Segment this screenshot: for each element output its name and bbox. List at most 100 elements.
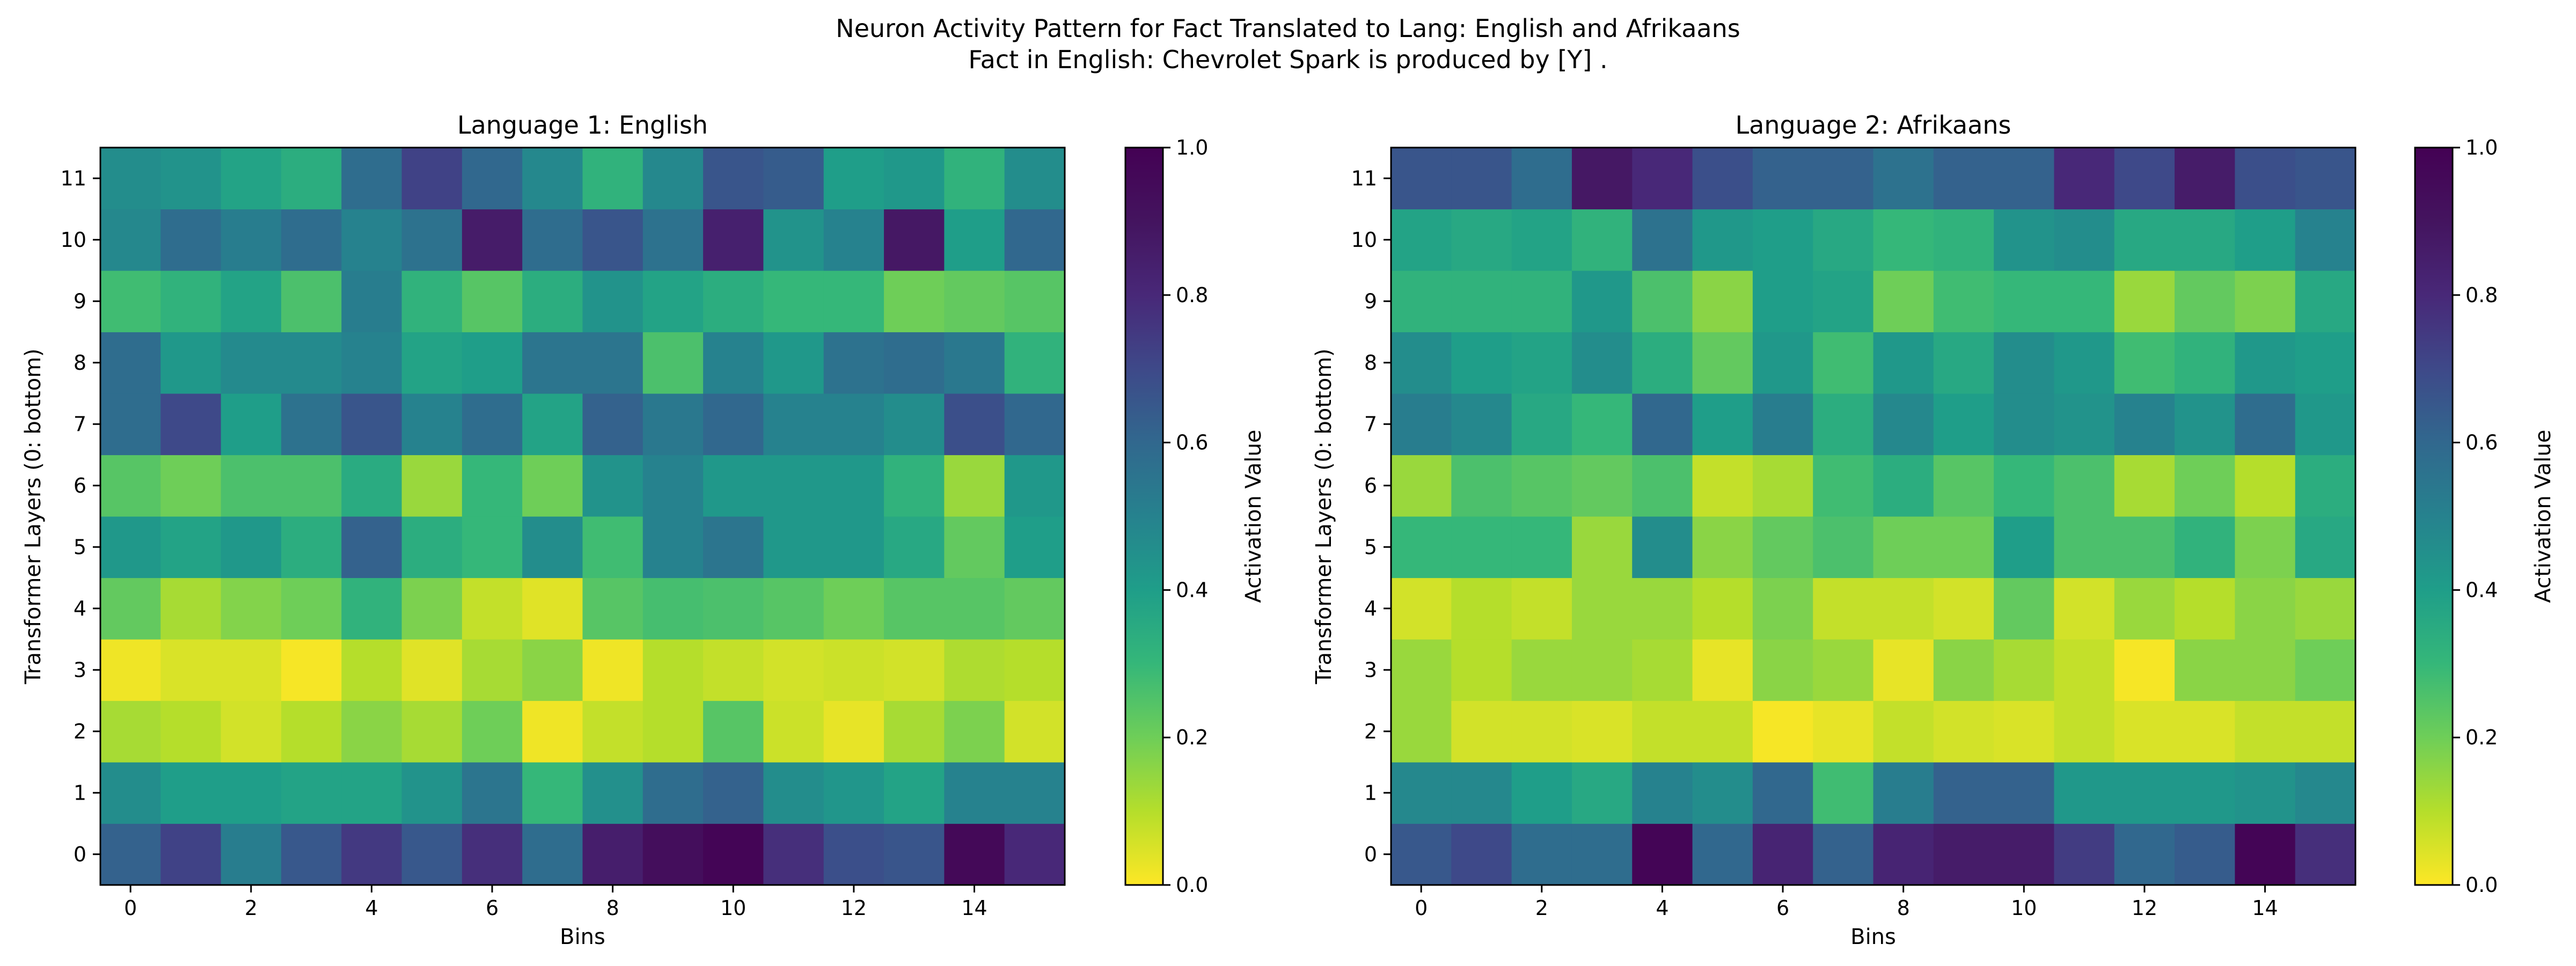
heatmap-cell: [1511, 209, 1572, 271]
heatmap-cell: [1692, 332, 1753, 394]
heatmap-cell: [2114, 823, 2175, 885]
heatmap-cell: [2114, 270, 2175, 333]
heatmap-cell: [1391, 762, 1452, 824]
heatmap-cell: [1571, 209, 1633, 271]
heatmap-cell: [823, 393, 884, 456]
heatmap-cell: [2235, 639, 2296, 701]
heatmap-cell: [763, 270, 824, 333]
heatmap-cell: [1004, 393, 1065, 456]
heatmap-cell: [221, 455, 282, 517]
x-tick-label: 6: [1776, 896, 1789, 920]
heatmap-cell: [944, 639, 1005, 701]
heatmap-cell: [221, 762, 282, 824]
heatmap-cell: [763, 700, 824, 763]
heatmap-cell: [1752, 148, 1813, 210]
heatmap-cell: [763, 762, 824, 824]
heatmap-cell: [1692, 823, 1753, 885]
heatmap-cell: [2054, 455, 2115, 517]
heatmap-cell: [160, 455, 222, 517]
heatmap-cell: [1692, 209, 1753, 271]
heatmap-cell: [1692, 270, 1753, 333]
heatmap-cell: [341, 209, 402, 271]
heatmap-cell: [160, 209, 222, 271]
heatmap-cell: [703, 577, 764, 640]
colorbar-tick-label: 0.2: [2465, 726, 2498, 749]
heatmap-cell: [522, 332, 583, 394]
plot-frame: [1390, 147, 2357, 886]
heatmap-cell: [1571, 639, 1633, 701]
heatmap-cell: [703, 700, 764, 763]
heatmap-cell: [763, 577, 824, 640]
heatmap-cell: [703, 516, 764, 579]
heatmap-cell: [2175, 393, 2235, 456]
heatmap-cell: [2295, 700, 2356, 763]
heatmap-cell: [1933, 455, 1994, 517]
heatmap-cell: [1004, 762, 1065, 824]
heatmap-cell: [642, 332, 704, 394]
colorbar-tick-label: 0.6: [2465, 431, 2498, 455]
heatmap-cell: [763, 455, 824, 517]
heatmap-cell: [281, 270, 342, 333]
y-tick-label: 1: [74, 781, 86, 804]
colorbar-tick-label: 0.2: [1176, 726, 1208, 749]
heatmap-cell: [1451, 577, 1512, 640]
heatmap-cell: [1692, 393, 1753, 456]
heatmap-cell: [522, 455, 583, 517]
heatmap-cell: [823, 332, 884, 394]
figure-title: Neuron Activity Pattern for Fact Transla…: [836, 14, 1740, 43]
heatmap-cell: [1813, 148, 1874, 210]
colorbar-label: Activation Value: [1241, 430, 1266, 603]
heatmap-cell: [1632, 270, 1693, 333]
colorbar-tick-label: 0.8: [2465, 283, 2498, 307]
x-tick-label: 8: [606, 896, 619, 920]
heatmap-cell: [944, 209, 1005, 271]
y-tick-label: 2: [1364, 720, 1377, 743]
heatmap-cell: [884, 270, 945, 333]
y-tick-label: 8: [1364, 351, 1377, 375]
heatmap-cell: [944, 577, 1005, 640]
heatmap-cell: [1571, 148, 1633, 210]
heatmap-cell: [1933, 762, 1994, 824]
panel-title: Language 2: Afrikaans: [1735, 111, 2011, 140]
heatmap-cell: [160, 148, 222, 210]
heatmap-cell: [522, 270, 583, 333]
heatmap-cell: [1571, 762, 1633, 824]
y-tick-label: 11: [1351, 166, 1377, 190]
y-tick-label: 1: [1364, 781, 1377, 804]
heatmap-cell: [341, 639, 402, 701]
heatmap-cell: [100, 270, 161, 333]
heatmap-cell: [1632, 393, 1693, 456]
heatmap-cell: [823, 209, 884, 271]
heatmap-cell: [1994, 270, 2055, 333]
heatmap-cell: [100, 577, 161, 640]
y-axis-label: Transformer Layers (0: bottom): [21, 348, 46, 684]
heatmap-cell: [884, 455, 945, 517]
heatmap-cell: [763, 823, 824, 885]
heatmap-cell: [2295, 209, 2356, 271]
heatmap-cell: [703, 823, 764, 885]
x-tick-label: 6: [486, 896, 499, 920]
heatmap-cell: [2114, 639, 2175, 701]
heatmap-cell: [823, 823, 884, 885]
heatmap-cell: [221, 332, 282, 394]
heatmap-cell: [1752, 209, 1813, 271]
y-tick-label: 4: [74, 597, 86, 620]
y-tick-label: 11: [61, 166, 86, 190]
heatmap-cell: [401, 455, 463, 517]
heatmap-cell: [1994, 577, 2055, 640]
heatmap-cell: [1632, 700, 1693, 763]
heatmap-cell: [2054, 762, 2115, 824]
heatmap-cell: [1632, 639, 1693, 701]
heatmap-cell: [462, 209, 523, 271]
heatmap-cell: [341, 823, 402, 885]
heatmap-cell: [582, 393, 643, 456]
heatmap-cell: [1391, 823, 1452, 885]
heatmap-cell: [341, 762, 402, 824]
x-tick-label: 0: [124, 896, 137, 920]
heatmap-cell: [944, 700, 1005, 763]
heatmap-cell: [2054, 209, 2115, 271]
x-axis-label: Bins: [1850, 925, 1896, 949]
heatmap-cell: [582, 209, 643, 271]
heatmap-cell: [160, 332, 222, 394]
